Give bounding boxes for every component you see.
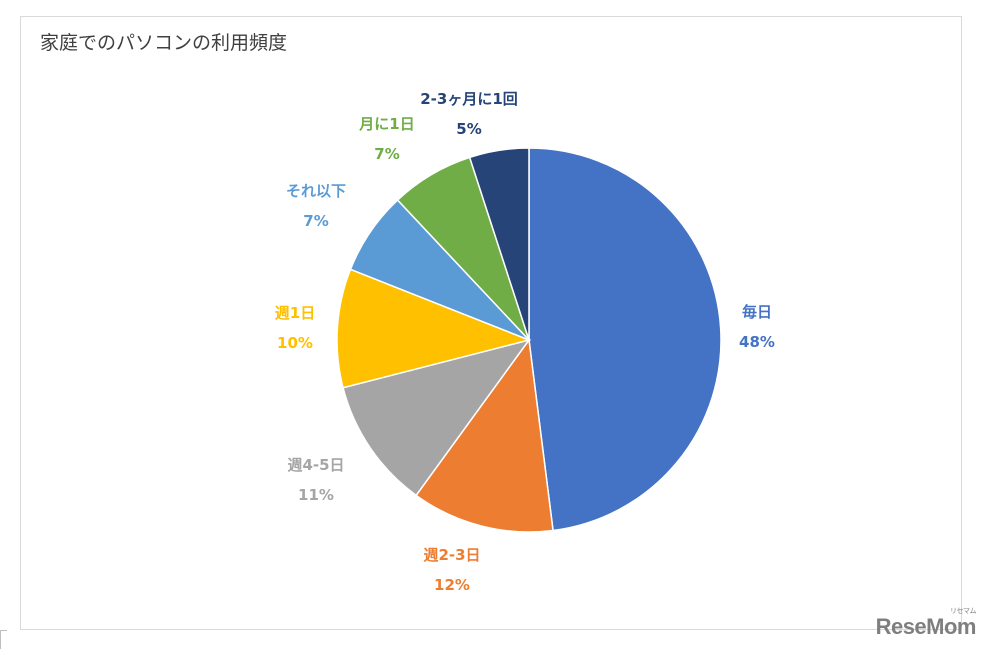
slice-percent: 7% [374,145,400,163]
slice-percent: 12% [434,576,470,594]
slice-label: 2-3ヶ月に1回 5% [420,84,518,144]
slice-percent: 5% [456,120,482,138]
resemom-logo-small: リセマム [950,608,977,615]
pie-slice [468,147,530,341]
slice-category: 週4-5日 [287,456,345,474]
slice-label: 週2-3日 12% [423,540,480,600]
slice-percent: 48% [739,333,775,351]
slice-category: 2-3ヶ月に1回 [420,90,518,108]
slice-category: それ以下 [285,182,347,200]
pie-slice [415,338,554,533]
slice-percent: 11% [298,486,334,504]
slice-category: 毎日 [741,303,772,321]
chart-title: 家庭でのパソコンの利用頻度 [40,32,288,54]
slice-category: 週2-3日 [423,546,481,564]
resemom-logo-text: ReseMom [875,614,977,639]
pie-slice [528,147,722,532]
slice-label: それ以下 7% [286,176,346,236]
resemom-logo: ReseMom リセマム [875,608,977,640]
slice-percent: 7% [303,212,329,230]
slice-label: 月に1日 7% [359,109,414,169]
slice-label: 週1日 10% [275,298,315,358]
slice-label: 週4-5日 11% [287,450,344,510]
pie-slice [336,268,532,389]
slice-percent: 10% [277,334,313,352]
corner-mark [0,630,7,649]
pie-slice [342,338,531,497]
slice-category: 週1日 [274,304,316,322]
slice-label: 毎日 48% [739,297,775,357]
slice-category: 月に1日 [359,115,415,133]
